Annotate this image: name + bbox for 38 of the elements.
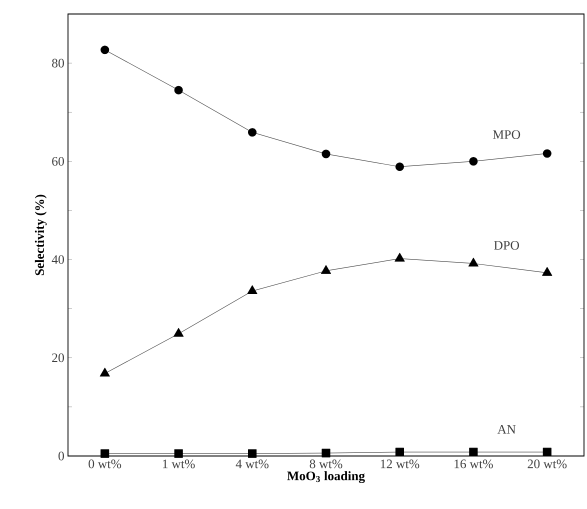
point [174, 328, 184, 337]
series-label: AN [497, 425, 516, 434]
series-label: MPO [492, 130, 520, 139]
y-tick-label: 0 [58, 452, 64, 460]
point [322, 150, 330, 158]
point [320, 265, 332, 274]
point [322, 448, 330, 458]
point [394, 252, 405, 262]
y-tick-label: 80 [52, 58, 64, 68]
point [395, 162, 404, 172]
point [469, 448, 478, 456]
point [542, 448, 552, 456]
y-tick-label: 60 [52, 156, 64, 166]
point [542, 149, 552, 158]
point [174, 86, 183, 94]
x-tick-label: 8 wt% [310, 460, 342, 468]
point [247, 285, 258, 294]
x-tick-label: 4 wt% [236, 460, 269, 468]
point [248, 449, 257, 458]
series-label: DPO [494, 240, 520, 250]
x-tick-label: 0 wt% [88, 460, 122, 468]
x-tick-label: 1 wt% [162, 460, 195, 468]
y-axis-title: Selectivity (%) [34, 194, 47, 276]
y-tick-label: 40 [52, 255, 64, 264]
point [100, 46, 110, 54]
y-tick-label: 20 [52, 353, 64, 362]
x-tick-label: 12 wt% [380, 460, 420, 468]
x-tick-label: 20 wt% [528, 460, 567, 468]
x-tick-label: 16 wt% [454, 460, 493, 468]
x-axis-title: MoO$_{3}$ loading [287, 471, 365, 484]
point [469, 157, 478, 166]
point [468, 258, 478, 267]
point [100, 368, 110, 377]
point [174, 449, 183, 458]
point [248, 128, 257, 137]
point [542, 267, 552, 276]
point [395, 448, 404, 456]
point [100, 449, 110, 458]
